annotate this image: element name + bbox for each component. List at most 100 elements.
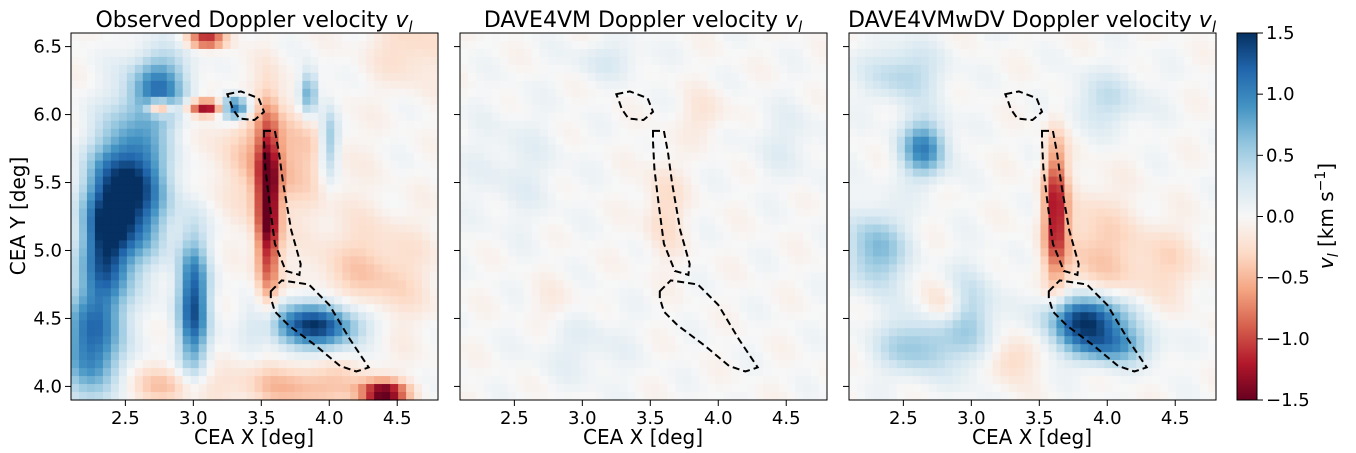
heatmap-cell (222, 40, 232, 50)
heatmap-cell (531, 160, 541, 170)
heatmap-cell (342, 72, 351, 82)
heatmap-cell (515, 240, 525, 250)
heatmap-cell (643, 264, 653, 273)
heatmap-cell (294, 112, 303, 122)
heatmap-cell (659, 160, 669, 170)
heatmap-cell (643, 33, 653, 42)
heatmap-cell (134, 280, 144, 289)
heatmap-cell (262, 80, 272, 90)
heatmap-cell (864, 48, 874, 58)
heatmap-cell (246, 96, 256, 106)
heatmap-cell (723, 56, 732, 66)
heatmap-cell (118, 120, 128, 130)
heatmap-cell (715, 208, 724, 218)
heatmap-cell (94, 72, 104, 82)
heatmap-cell (142, 224, 152, 234)
heatmap-cell (803, 336, 812, 345)
heatmap-cell (611, 312, 621, 321)
heatmap-cell (571, 288, 581, 297)
heatmap-cell (811, 384, 820, 393)
heatmap-cell (571, 136, 581, 146)
heatmap-cell (523, 232, 533, 242)
heatmap-cell (619, 136, 629, 146)
heatmap-cell (382, 352, 391, 361)
heatmap-cell (699, 256, 708, 265)
heatmap-cell (460, 248, 469, 257)
heatmap-cell (78, 352, 88, 361)
heatmap-cell (262, 240, 272, 250)
heatmap-cell (739, 232, 748, 242)
heatmap-cell (1152, 104, 1161, 114)
heatmap-cell (539, 56, 549, 66)
heatmap-cell (715, 280, 724, 289)
heatmap-cell (222, 136, 232, 146)
heatmap-cell (382, 208, 391, 218)
heatmap-cell (262, 256, 272, 265)
heatmap-cell (944, 80, 954, 90)
heatmap-cell (230, 144, 240, 154)
heatmap-cell (134, 136, 144, 146)
heatmap-cell (539, 360, 549, 369)
heatmap-cell (539, 280, 549, 289)
heatmap-cell (555, 72, 565, 82)
heatmap-cell (366, 48, 375, 58)
heatmap-cell (374, 64, 383, 74)
heatmap-cell (94, 304, 104, 313)
heatmap-cell (94, 120, 104, 130)
heatmap-cell (563, 208, 573, 218)
heatmap-cell (795, 104, 804, 114)
heatmap-cell (406, 104, 415, 114)
heatmap-cell (1016, 136, 1026, 146)
heatmap-cell (150, 360, 160, 369)
heatmap-cell (619, 33, 629, 42)
heatmap-cell (547, 352, 557, 361)
heatmap-cell (406, 376, 415, 385)
heatmap-cell (723, 120, 732, 130)
x-tick-label: 3.0 (568, 408, 597, 429)
heatmap-cell (1120, 40, 1129, 50)
heatmap-cell (406, 240, 415, 250)
heatmap-cell (318, 336, 327, 345)
heatmap-cell (294, 336, 303, 345)
heatmap-cell (366, 168, 375, 178)
heatmap-cell (1144, 128, 1153, 138)
heatmap-cell (71, 152, 80, 162)
heatmap-cell (491, 88, 501, 98)
heatmap-cell (603, 304, 613, 313)
heatmap-cell (318, 184, 327, 194)
heatmap-cell (238, 152, 248, 162)
heatmap-cell (787, 152, 796, 162)
heatmap-cell (118, 280, 128, 289)
heatmap-cell (491, 336, 501, 345)
heatmap-cell (779, 296, 788, 305)
heatmap-cell (563, 248, 573, 257)
heatmap-cell (110, 320, 120, 329)
heatmap-cell (294, 144, 303, 154)
heatmap-cell (126, 184, 136, 194)
heatmap-cell (222, 48, 232, 58)
heatmap-cell (182, 304, 192, 313)
heatmap-cell (779, 224, 788, 234)
heatmap-cell (619, 296, 629, 305)
heatmap-cell (1200, 96, 1209, 106)
heatmap-cell (603, 232, 613, 242)
heatmap-cell (611, 144, 621, 154)
heatmap-cell (238, 392, 248, 401)
heatmap-cell (390, 304, 399, 313)
heatmap-cell (819, 80, 828, 90)
heatmap-cell (795, 208, 804, 218)
heatmap-cell (819, 352, 828, 361)
heatmap-cell (763, 352, 772, 361)
heatmap-cell (71, 376, 80, 385)
heatmap-cell (414, 304, 423, 313)
heatmap-cell (422, 240, 431, 250)
heatmap-cell (382, 232, 391, 242)
heatmap-cell (635, 40, 645, 50)
heatmap-cell (912, 128, 922, 138)
heatmap-cell (262, 144, 272, 154)
heatmap-cell (1144, 104, 1153, 114)
heatmap-cell (206, 136, 216, 146)
heatmap-cell (904, 104, 914, 114)
heatmap-cell (1080, 144, 1089, 154)
heatmap-cell (86, 296, 96, 305)
